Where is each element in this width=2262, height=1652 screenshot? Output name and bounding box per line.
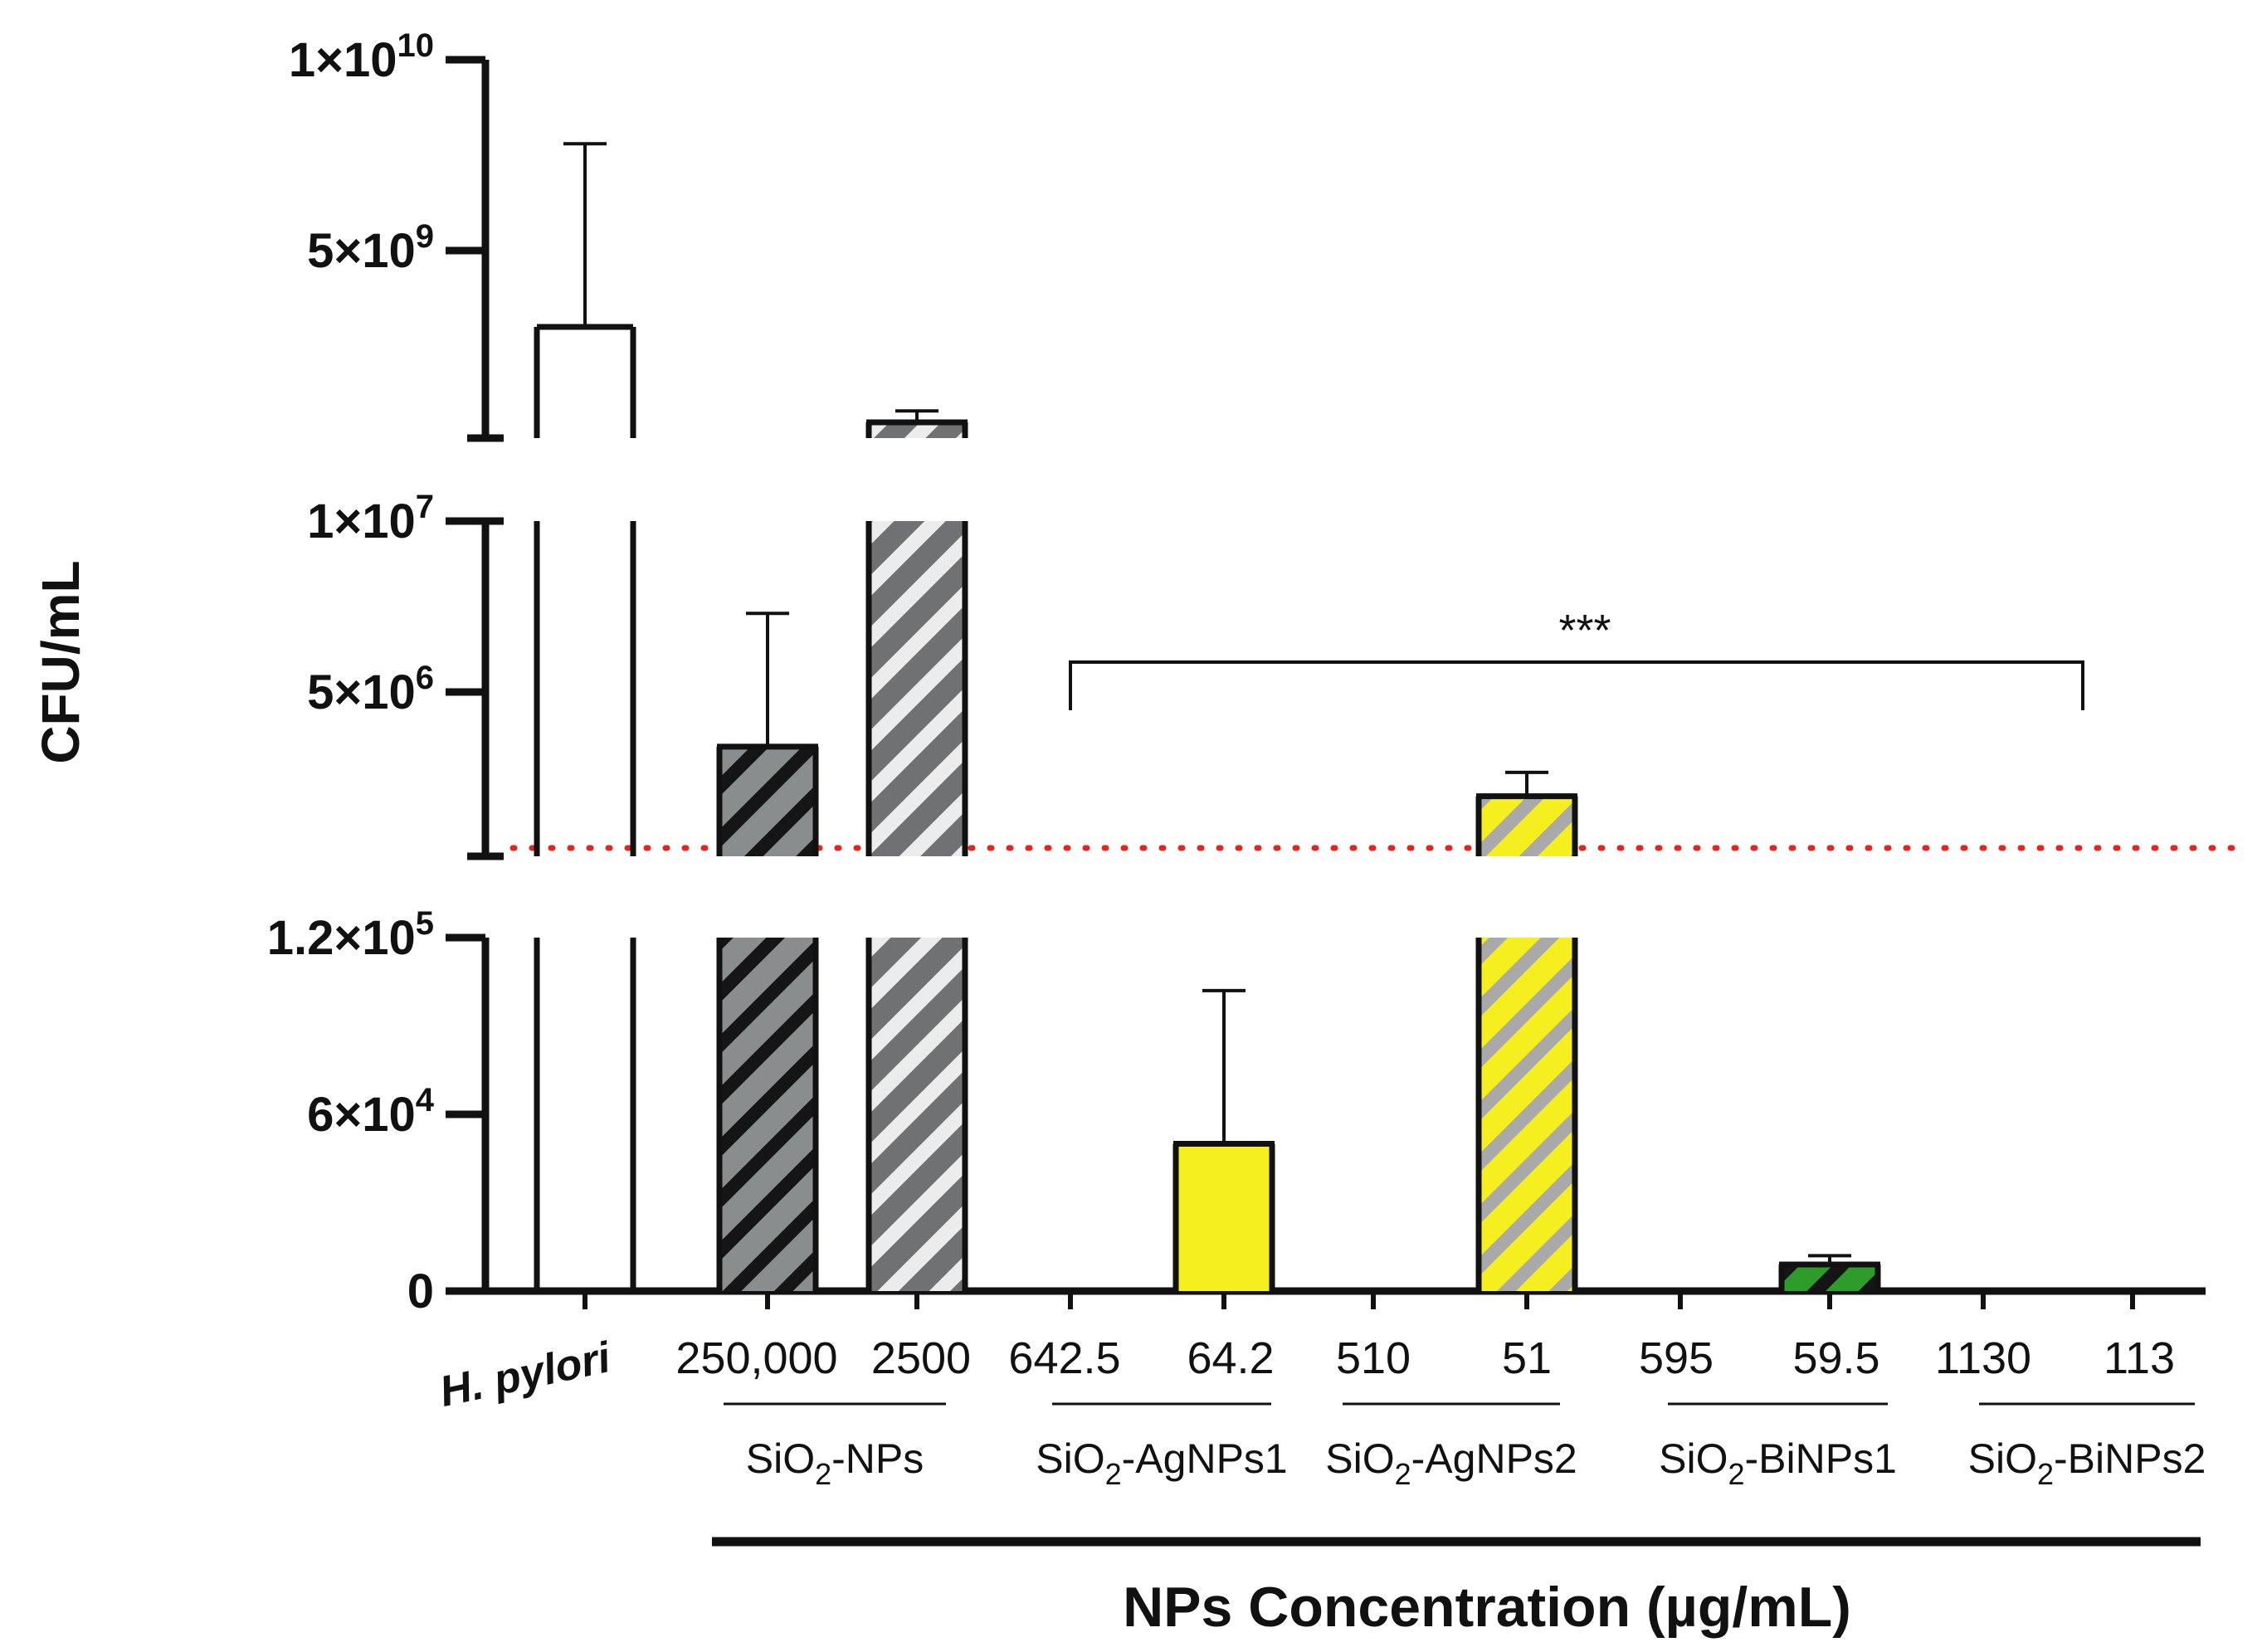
bar bbox=[869, 938, 965, 1291]
bar bbox=[1782, 1265, 1878, 1291]
axes bbox=[446, 56, 2235, 1547]
labels: 1×1010 5×109 1×107 5×106 1.2×105 6×104 0 CFU/mL… bbox=[31, 27, 2206, 1639]
significance-label: *** bbox=[1558, 606, 1611, 655]
bar bbox=[719, 746, 816, 856]
x-tick-label: 2500 bbox=[871, 1333, 971, 1383]
y-tick-label: 5×106 bbox=[307, 660, 434, 719]
group-label: SiO2-AgNPs2 bbox=[1325, 1435, 1577, 1491]
group-label: SiO2-AgNPs1 bbox=[1036, 1435, 1287, 1491]
x-tick-label: 1130 bbox=[1935, 1333, 2031, 1383]
bar bbox=[1479, 938, 1575, 1291]
group-label: SiO2-BiNPs1 bbox=[1659, 1435, 1897, 1491]
bar bbox=[719, 938, 816, 1291]
x-label-h-pylori: H. pylori bbox=[436, 1333, 616, 1416]
x-tick-label: 250,000 bbox=[675, 1333, 837, 1383]
group-label: SiO2-NPs bbox=[746, 1435, 924, 1491]
x-tick-label: 595 bbox=[1639, 1333, 1714, 1383]
bars bbox=[534, 142, 1881, 1291]
x-tick-label: 51 bbox=[1502, 1333, 1552, 1383]
y-tick-label: 1.2×105 bbox=[267, 905, 434, 965]
x-tick-label: 113 bbox=[2104, 1333, 2175, 1383]
x-tick-label: 64.2 bbox=[1187, 1333, 1274, 1383]
x-axis-title: NPs Concentration (µg/mL) bbox=[1123, 1576, 1851, 1639]
bar bbox=[869, 422, 965, 438]
y-tick-label: 0 bbox=[407, 1265, 434, 1318]
x-tick-label: 510 bbox=[1336, 1333, 1411, 1383]
significance-bracket bbox=[1069, 660, 2084, 710]
y-tick-label: 1×1010 bbox=[289, 27, 434, 87]
x-tick-label: 59.5 bbox=[1792, 1333, 1879, 1383]
y-tick-label: 6×104 bbox=[307, 1082, 435, 1142]
y-tick-label: 5×109 bbox=[307, 218, 434, 278]
bar bbox=[1479, 796, 1575, 856]
bar bbox=[869, 521, 965, 856]
bar bbox=[1176, 1143, 1272, 1291]
x-tick-label: 642.5 bbox=[1008, 1333, 1120, 1383]
group-label: SiO2-BiNPs2 bbox=[1968, 1435, 2206, 1491]
y-axis-title: CFU/mL bbox=[31, 560, 90, 763]
y-tick-label: 1×107 bbox=[307, 489, 434, 548]
